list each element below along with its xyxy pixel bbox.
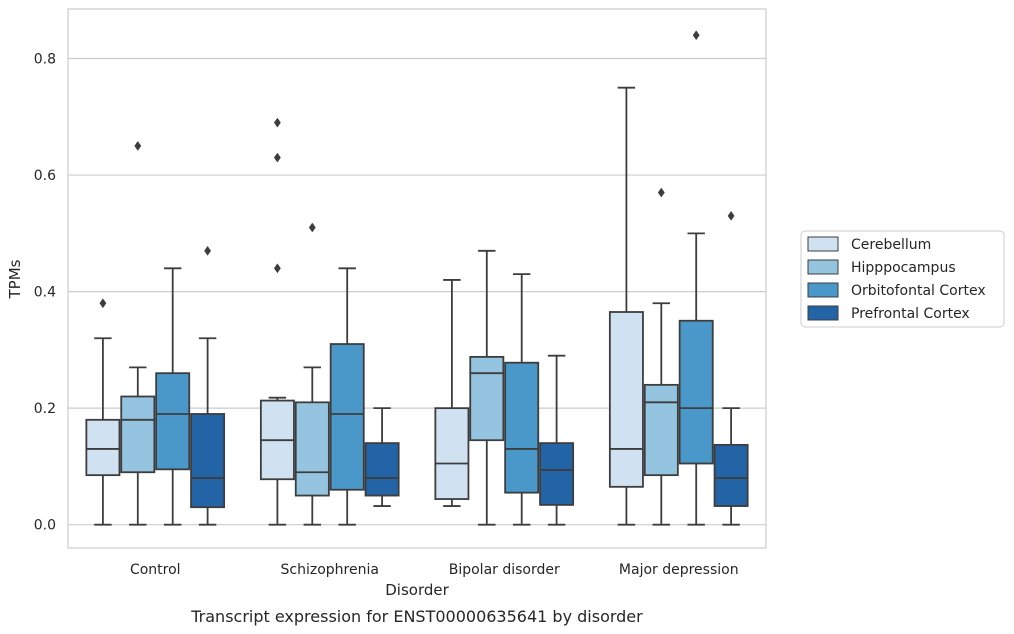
- outlier-point: [134, 140, 142, 151]
- legend-items: Cerebellum Hipppocampus Orbitofontal Corte…: [807, 236, 986, 322]
- outlier-point: [273, 152, 281, 163]
- iqr-box: [155, 372, 191, 471]
- box-orbitofontal-cortex: [329, 267, 365, 526]
- iqr-box: [190, 413, 226, 509]
- iqr-box: [643, 383, 679, 477]
- box-cerebellum: [85, 298, 121, 526]
- box-orbitofontal-cortex: [155, 267, 191, 526]
- plot-frame: [67, 8, 767, 549]
- box-prefrontal-cortex: [713, 210, 749, 526]
- outlier-point: [308, 222, 316, 233]
- box-prefrontal-cortex: [539, 354, 575, 526]
- legend-swatch: [807, 305, 839, 321]
- outlier-point: [657, 187, 665, 198]
- y-tick-label: 0.6: [34, 168, 56, 184]
- y-axis-title: TPMs: [6, 259, 24, 299]
- legend-swatch: [807, 282, 839, 298]
- box-hipppocampus: [294, 222, 330, 526]
- y-tick-label: 0.4: [34, 285, 56, 301]
- outlier-point: [273, 117, 281, 128]
- legend-swatch: [807, 259, 839, 275]
- legend-frame: [800, 230, 1005, 328]
- x-axis-ticks: Control Schizophrenia Bipolar disorder Majo…: [130, 562, 739, 578]
- box-orbitofontal-cortex: [504, 273, 540, 526]
- legend-swatch: [807, 236, 839, 252]
- iqr-box: [713, 443, 749, 507]
- outlier-point: [727, 210, 735, 221]
- y-tick-label: 0.0: [34, 518, 56, 534]
- iqr-box: [539, 442, 575, 506]
- y-tick-label: 0.2: [34, 401, 56, 417]
- box-prefrontal-cortex: [190, 245, 226, 526]
- legend-label: Orbitofontal Cortex: [851, 283, 986, 299]
- iqr-box: [85, 418, 121, 477]
- chart-caption: Transcript expression for ENST0000063564…: [190, 607, 643, 626]
- iqr-box: [329, 343, 365, 491]
- iqr-box: [294, 401, 330, 497]
- box-orbitofontal-cortex: [678, 30, 714, 526]
- legend-label: Cerebellum: [851, 237, 931, 253]
- iqr-box: [120, 395, 156, 474]
- y-tick-label: 0.8: [34, 52, 56, 68]
- iqr-box: [678, 319, 714, 465]
- box-hipppocampus: [643, 187, 679, 526]
- x-tick-label: Major depression: [619, 562, 739, 578]
- plot-area: [85, 30, 749, 526]
- box-cerebellum: [608, 86, 644, 526]
- x-tick-label: Schizophrenia: [281, 562, 379, 578]
- outlier-point: [692, 30, 700, 41]
- iqr-box: [469, 355, 505, 442]
- x-tick-label: Control: [130, 562, 181, 578]
- legend-label: Prefrontal Cortex: [851, 306, 970, 322]
- box-cerebellum: [434, 279, 470, 507]
- iqr-box: [364, 442, 400, 497]
- box-hipppocampus: [120, 140, 156, 526]
- iqr-box: [608, 311, 644, 488]
- outlier-point: [99, 298, 107, 309]
- outlier-point: [204, 245, 212, 256]
- iqr-box: [504, 361, 540, 494]
- iqr-box: [434, 407, 470, 500]
- x-axis-title: Disorder: [385, 581, 449, 599]
- y-axis-ticks: 0.0 0.2 0.4 0.6 0.8: [34, 52, 56, 534]
- legend: Cerebellum Hipppocampus Orbitofontal Corte…: [800, 230, 1005, 328]
- box-cerebellum: [259, 117, 295, 526]
- box-prefrontal-cortex: [364, 407, 400, 507]
- legend-label: Hipppocampus: [851, 260, 956, 276]
- box-hipppocampus: [469, 249, 505, 526]
- outlier-point: [273, 263, 281, 274]
- x-tick-label: Bipolar disorder: [449, 562, 560, 578]
